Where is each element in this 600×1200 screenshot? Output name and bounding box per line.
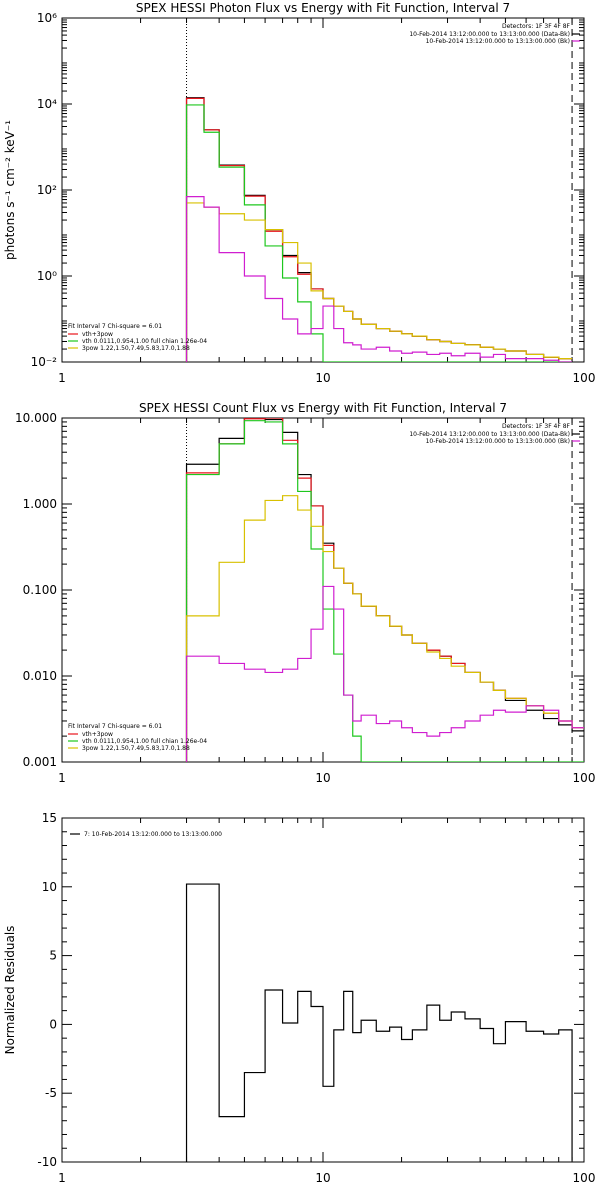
legend-entry: 10-Feb-2014 13:12:00.000 to 13:13:00.000… bbox=[426, 38, 570, 45]
legend-entry: 7: 10-Feb-2014 13:12:00.000 to 13:13:00.… bbox=[84, 831, 222, 838]
series-line-vth-3pow bbox=[185, 97, 573, 362]
y-tick-label: 10⁰ bbox=[37, 269, 57, 283]
series-line-bk bbox=[185, 585, 584, 762]
series-line-3pow bbox=[185, 202, 573, 362]
legend-entry: vth 0.0111,0.954,1.00 full chian 1.26e-0… bbox=[82, 738, 207, 745]
legend-entry: vth+3pow bbox=[82, 331, 113, 338]
y-tick-label: 0.100 bbox=[23, 583, 57, 597]
y-axis-label: photons s⁻¹ cm⁻² keV⁻¹ bbox=[3, 120, 17, 260]
legend-heading: Fit Interval 7 Chi-square = 6.01 bbox=[68, 723, 162, 730]
legend-heading: Fit Interval 7 Chi-square = 6.01 bbox=[68, 323, 162, 330]
x-tick-label: 100 bbox=[573, 371, 596, 385]
series-line-7-10-feb-2014-13-12-00-000-to-13-13-00-000 bbox=[185, 883, 573, 1162]
y-tick-label: 10.000 bbox=[15, 411, 57, 425]
y-tick-label: -5 bbox=[45, 1086, 57, 1100]
series-group bbox=[185, 418, 584, 762]
series-group bbox=[185, 97, 573, 362]
y-tick-label: 5 bbox=[49, 949, 57, 963]
y-tick-label: 0.010 bbox=[23, 669, 57, 683]
plot-frame bbox=[61, 817, 585, 1163]
legend-heading: Detectors: 1F 3F 4F 8F bbox=[502, 23, 571, 30]
x-tick-label: 100 bbox=[573, 1171, 596, 1185]
y-tick-label: 10⁶ bbox=[37, 11, 57, 25]
series-line-vth bbox=[185, 104, 573, 362]
series-group bbox=[185, 883, 573, 1162]
legend-entry: vth 0.0111,0.954,1.00 full chian 1.26e-0… bbox=[82, 338, 207, 345]
legend-entry: 10-Feb-2014 13:12:00.000 to 13:13:00.000… bbox=[409, 31, 570, 38]
y-tick-label: 1.000 bbox=[23, 497, 57, 511]
y-tick-label: 10⁻² bbox=[31, 355, 58, 369]
y-tick-label: 10 bbox=[42, 880, 57, 894]
legend-entry: 10-Feb-2014 13:12:00.000 to 13:13:00.000… bbox=[426, 438, 570, 445]
x-tick-label: 10 bbox=[315, 1171, 330, 1185]
series-line-bk bbox=[185, 196, 573, 362]
legend-entry: vth+3pow bbox=[82, 731, 113, 738]
y-tick-label: 15 bbox=[42, 811, 57, 825]
y-axis-label: Normalized Residuals bbox=[3, 926, 17, 1055]
x-tick-label: 1 bbox=[58, 371, 66, 385]
series-line-3pow bbox=[185, 495, 584, 762]
series-line-data-bk bbox=[185, 418, 584, 762]
y-tick-label: 0 bbox=[49, 1017, 57, 1031]
x-tick-label: 100 bbox=[573, 771, 596, 785]
x-tick-label: 10 bbox=[315, 771, 330, 785]
y-tick-label: 10² bbox=[37, 183, 57, 197]
x-tick-label: 10 bbox=[315, 371, 330, 385]
photon-flux-panel: SPEX HESSI Photon Flux vs Energy with Fi… bbox=[3, 1, 595, 385]
legend-heading: Detectors: 1F 3F 4F 8F bbox=[502, 423, 571, 430]
series-line-vth bbox=[185, 420, 584, 762]
chart-title: SPEX HESSI Count Flux vs Energy with Fit… bbox=[139, 401, 507, 415]
y-tick-label: 10⁴ bbox=[37, 97, 57, 111]
count-flux-panel: SPEX HESSI Count Flux vs Energy with Fit… bbox=[15, 401, 595, 785]
chart-title: SPEX HESSI Photon Flux vs Energy with Fi… bbox=[136, 1, 510, 15]
y-tick-label: 0.001 bbox=[23, 755, 57, 769]
x-tick-label: 1 bbox=[58, 1171, 66, 1185]
residuals-panel: 1 10 100 -10 -5 0 5 10 15 Normalized Residuals 7: … bbox=[3, 811, 595, 1185]
x-tick-label: 1 bbox=[58, 771, 66, 785]
legend-entry: 10-Feb-2014 13:12:00.000 to 13:13:00.000… bbox=[409, 431, 570, 438]
series-line-vth-3pow bbox=[185, 418, 584, 762]
legend-entry: 3pow 1.22,1.50,7.49,5.83,17.0,1.88 bbox=[82, 345, 190, 352]
y-tick-label: -10 bbox=[37, 1155, 57, 1169]
series-line-data-bk bbox=[185, 97, 573, 362]
legend-entry: 3pow 1.22,1.50,7.49,5.83,17.0,1.88 bbox=[82, 745, 190, 752]
